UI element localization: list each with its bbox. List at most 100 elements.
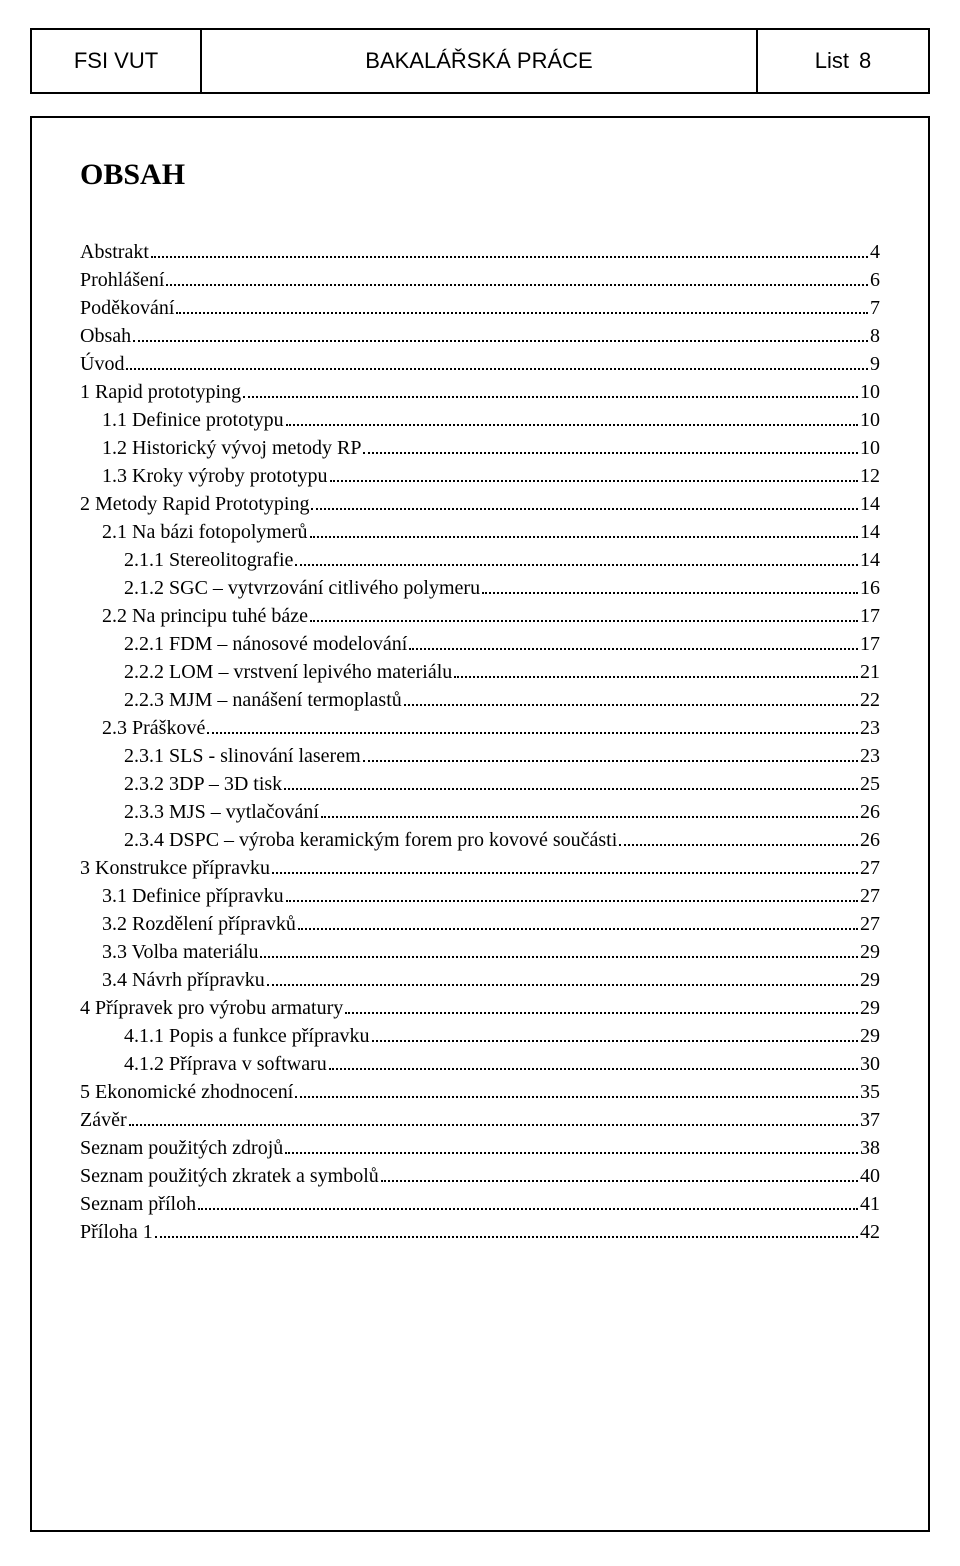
toc-row: 2.2.2 LOM – vrstvení lepivého materiálu2… xyxy=(80,658,880,686)
toc-page-number: 12 xyxy=(860,462,880,490)
toc-label: 2.2.2 LOM – vrstvení lepivého materiálu xyxy=(124,658,452,686)
toc-label: Úvod xyxy=(80,350,124,378)
toc-label: Závěr xyxy=(80,1106,127,1134)
toc-page-number: 4 xyxy=(870,238,880,266)
toc-page-number: 27 xyxy=(860,910,880,938)
toc-label: 1.3 Kroky výroby prototypu xyxy=(102,462,328,490)
header-box: FSI VUT BAKALÁŘSKÁ PRÁCE List 8 xyxy=(30,28,930,94)
toc-row: 3.4 Návrh přípravku 29 xyxy=(80,966,880,994)
toc-row: 1.3 Kroky výroby prototypu 12 xyxy=(80,462,880,490)
toc-label: 2.3.3 MJS – vytlačování xyxy=(124,798,319,826)
toc-label: 2.3.1 SLS - slinování laserem xyxy=(124,742,361,770)
toc-page-number: 16 xyxy=(860,574,880,602)
toc-leader-dots xyxy=(363,760,858,762)
toc-row: 2.1 Na bázi fotopolymerů14 xyxy=(80,518,880,546)
toc-leader-dots xyxy=(409,648,858,650)
toc-label: 3.3 Volba materiálu xyxy=(102,938,258,966)
toc-row: 1.1 Definice prototypu10 xyxy=(80,406,880,434)
toc-row: Příloha 1 42 xyxy=(80,1218,880,1246)
toc-leader-dots xyxy=(329,1068,858,1070)
toc-page-number: 27 xyxy=(860,882,880,910)
toc-page-number: 30 xyxy=(860,1050,880,1078)
toc-label: 1.2 Historický vývoj metody RP xyxy=(102,434,361,462)
toc-leader-dots xyxy=(363,452,858,454)
toc-page-number: 17 xyxy=(860,630,880,658)
toc-leader-dots xyxy=(321,816,858,818)
toc-label: Seznam příloh xyxy=(80,1190,196,1218)
toc-row: 3.1 Definice přípravku 27 xyxy=(80,882,880,910)
toc-leader-dots xyxy=(272,872,858,874)
toc-row: 2.2.3 MJM – nanášení termoplastů 22 xyxy=(80,686,880,714)
toc-page-number: 42 xyxy=(860,1218,880,1246)
toc-row: 3.2 Rozdělení přípravků27 xyxy=(80,910,880,938)
toc-label: Příloha 1 xyxy=(80,1218,153,1246)
toc-leader-dots xyxy=(310,536,859,538)
toc-leader-dots xyxy=(151,256,868,258)
toc-row: 2.3.4 DSPC – výroba keramickým forem pro… xyxy=(80,826,880,854)
toc-leader-dots xyxy=(345,1012,858,1014)
toc-leader-dots xyxy=(454,676,858,678)
toc-label: 3.4 Návrh přípravku xyxy=(102,966,265,994)
toc-leader-dots xyxy=(404,704,858,706)
header-institution: FSI VUT xyxy=(32,30,202,92)
toc-label: 2.3.4 DSPC – výroba keramickým forem pro… xyxy=(124,826,617,854)
toc-row: Obsah 8 xyxy=(80,322,880,350)
toc-row: 5 Ekonomické zhodnocení35 xyxy=(80,1078,880,1106)
toc-label: 5 Ekonomické zhodnocení xyxy=(80,1078,293,1106)
toc-page-number: 23 xyxy=(860,714,880,742)
toc-row: Abstrakt 4 xyxy=(80,238,880,266)
toc-label: 3.1 Definice přípravku xyxy=(102,882,284,910)
header-title: BAKALÁŘSKÁ PRÁCE xyxy=(202,30,758,92)
toc-label: Seznam použitých zdrojů xyxy=(80,1134,283,1162)
toc-leader-dots xyxy=(482,592,858,594)
toc-row: 2.2.1 FDM – nánosové modelování 17 xyxy=(80,630,880,658)
toc-row: 4.1.1 Popis a funkce přípravku29 xyxy=(80,1022,880,1050)
toc-page-number: 6 xyxy=(870,266,880,294)
toc-row: 2.2 Na principu tuhé báze17 xyxy=(80,602,880,630)
toc-row: 2.1.1 Stereolitografie14 xyxy=(80,546,880,574)
toc-row: 3.3 Volba materiálu29 xyxy=(80,938,880,966)
toc-row: Seznam použitých zkratek a symbolů40 xyxy=(80,1162,880,1190)
toc-label: 4.1.2 Příprava v softwaru xyxy=(124,1050,327,1078)
toc-leader-dots xyxy=(129,1124,858,1126)
toc-page-number: 27 xyxy=(860,854,880,882)
toc-label: 2.2.1 FDM – nánosové modelování xyxy=(124,630,407,658)
toc-row: Závěr37 xyxy=(80,1106,880,1134)
toc-label: 1.1 Definice prototypu xyxy=(102,406,284,434)
toc-row: 4.1.2 Příprava v softwaru 30 xyxy=(80,1050,880,1078)
toc-row: 4 Přípravek pro výrobu armatury29 xyxy=(80,994,880,1022)
toc-leader-dots xyxy=(198,1208,858,1210)
toc-leader-dots xyxy=(372,1040,858,1042)
toc-row: 2.1.2 SGC – vytvrzování citlivého polyme… xyxy=(80,574,880,602)
toc-label: Abstrakt xyxy=(80,238,149,266)
header-list-number: 8 xyxy=(859,48,871,74)
toc-label: 3 Konstrukce přípravku xyxy=(80,854,270,882)
toc-page-number: 29 xyxy=(860,966,880,994)
toc-leader-dots xyxy=(126,368,868,370)
toc-leader-dots xyxy=(285,1152,858,1154)
toc-row: 2.3.3 MJS – vytlačování26 xyxy=(80,798,880,826)
page: FSI VUT BAKALÁŘSKÁ PRÁCE List 8 OBSAH Ab… xyxy=(0,0,960,1566)
toc-page-number: 22 xyxy=(860,686,880,714)
toc-row: Prohlášení6 xyxy=(80,266,880,294)
toc-label: 2.1.2 SGC – vytvrzování citlivého polyme… xyxy=(124,574,480,602)
toc-row: 3 Konstrukce přípravku 27 xyxy=(80,854,880,882)
toc-page-number: 7 xyxy=(870,294,880,322)
toc-label: Obsah xyxy=(80,322,131,350)
toc-label: 2.1.1 Stereolitografie xyxy=(124,546,293,574)
toc-leader-dots xyxy=(267,984,858,986)
toc-row: 2.3.1 SLS - slinování laserem23 xyxy=(80,742,880,770)
toc-leader-dots xyxy=(260,956,858,958)
header-list-label: List xyxy=(815,48,849,74)
toc-leader-dots xyxy=(295,564,858,566)
toc-leader-dots xyxy=(311,508,858,510)
table-of-contents: Abstrakt4Prohlášení6Poděkování7Obsah8Úvo… xyxy=(80,238,880,1246)
toc-page-number: 14 xyxy=(860,490,880,518)
toc-page-number: 26 xyxy=(860,826,880,854)
toc-label: 2.3 Práškové xyxy=(102,714,205,742)
toc-page-number: 8 xyxy=(870,322,880,350)
toc-row: 2.3 Práškové 23 xyxy=(80,714,880,742)
toc-label: 1 Rapid prototyping xyxy=(80,378,241,406)
toc-label: 2.2.3 MJM – nanášení termoplastů xyxy=(124,686,402,714)
toc-page-number: 40 xyxy=(860,1162,880,1190)
